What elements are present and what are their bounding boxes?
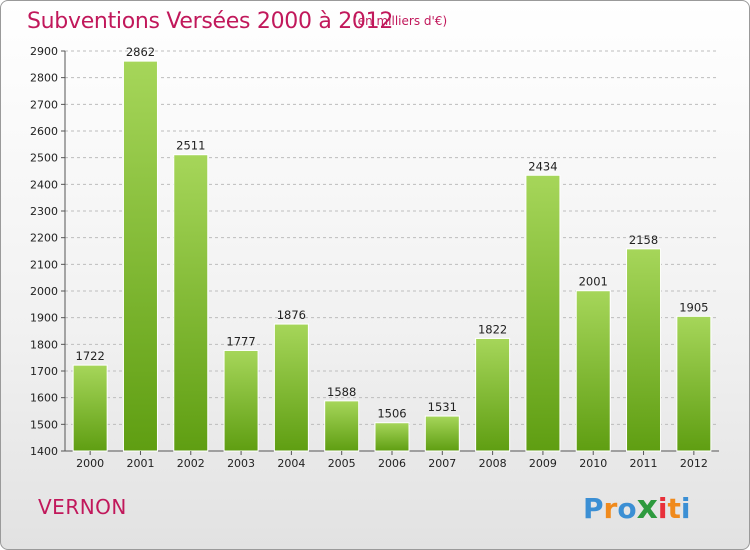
x-tick-label: 2001 <box>126 457 154 470</box>
y-tick-label: 1700 <box>30 365 58 378</box>
bar-2001 <box>122 60 158 452</box>
value-label: 2158 <box>629 233 658 247</box>
y-tick-label: 1600 <box>30 392 58 405</box>
logo-letter: o <box>617 492 637 525</box>
y-tick-label: 2700 <box>30 98 58 111</box>
y-tick-label: 2900 <box>30 45 58 58</box>
x-tick-label: 2003 <box>227 457 255 470</box>
town-name: VERNON <box>38 495 127 519</box>
y-tick-label: 2100 <box>30 258 58 271</box>
x-tick-label: 2000 <box>76 457 104 470</box>
bar-2005 <box>324 400 360 452</box>
y-tick-label: 1900 <box>30 312 58 325</box>
bar-2000 <box>72 364 108 452</box>
logo-letter: t <box>667 492 681 525</box>
bar-2002 <box>173 154 209 452</box>
x-tick-label: 2005 <box>328 457 356 470</box>
y-tick-label: 2000 <box>30 285 58 298</box>
bar-2008 <box>475 337 511 452</box>
x-tick-label: 2006 <box>378 457 406 470</box>
x-tick-label: 2008 <box>479 457 507 470</box>
value-label: 1822 <box>478 322 507 336</box>
value-label: 1722 <box>76 349 105 363</box>
x-tick-label: 2002 <box>177 457 205 470</box>
logo-letter: i <box>657 492 668 525</box>
value-label: 2001 <box>579 275 608 289</box>
x-tick-label: 2009 <box>529 457 557 470</box>
bar-2012 <box>676 315 712 452</box>
logo-letter: P <box>583 492 604 525</box>
x-tick-label: 2007 <box>428 457 456 470</box>
logo-letter: i <box>680 492 691 525</box>
bar-2009 <box>525 174 561 452</box>
value-labels: 1722 2862 2511 1777 1876 1588 1506 1531 1822 2434… <box>76 45 709 421</box>
bar-2010 <box>575 290 611 452</box>
y-tick-label: 1800 <box>30 338 58 351</box>
y-tick-label: 1500 <box>30 418 58 431</box>
value-label: 2511 <box>176 139 205 153</box>
bar-2004 <box>273 323 309 452</box>
bar-2003 <box>223 349 259 452</box>
chart-subtitle: (en milliers d'€) <box>353 14 448 28</box>
value-label: 1588 <box>327 385 356 399</box>
proxiti-logo: Proxiti <box>583 487 691 526</box>
logo-letter: x <box>636 487 658 526</box>
value-label: 1777 <box>226 334 255 348</box>
bars <box>72 60 712 452</box>
value-label: 2434 <box>528 159 557 173</box>
value-label: 2862 <box>126 45 155 59</box>
y-tick-labels: 1400 1500 1600 1700 1800 1900 2000 2100 2200 2300… <box>30 45 58 458</box>
y-tick-label: 2300 <box>30 205 58 218</box>
chart-title: Subventions Versées 2000 à 2012 <box>27 9 394 34</box>
y-tick-label: 2600 <box>30 125 58 138</box>
bar-2011 <box>626 248 662 452</box>
y-tick-label: 2400 <box>30 178 58 191</box>
y-tick-label: 2800 <box>30 72 58 85</box>
y-tick-label: 2500 <box>30 152 58 165</box>
axes <box>64 51 719 452</box>
bar-2007 <box>424 415 460 452</box>
value-label: 1531 <box>428 400 457 414</box>
value-label: 1905 <box>679 300 708 314</box>
logo-letter: r <box>603 492 618 525</box>
x-tick-label: 2004 <box>277 457 305 470</box>
value-label: 1506 <box>377 407 406 421</box>
value-label: 1876 <box>277 308 306 322</box>
x-tick-label: 2011 <box>630 457 658 470</box>
bar-2006 <box>374 422 410 452</box>
grid-lines <box>61 50 719 452</box>
y-tick-label: 2200 <box>30 232 58 245</box>
y-tick-label: 1400 <box>30 445 58 458</box>
x-tick-labels: 2000 2001 2002 2003 2004 2005 2006 2007 2008 2009… <box>76 451 708 470</box>
x-tick-label: 2012 <box>680 457 708 470</box>
x-tick-label: 2010 <box>579 457 607 470</box>
